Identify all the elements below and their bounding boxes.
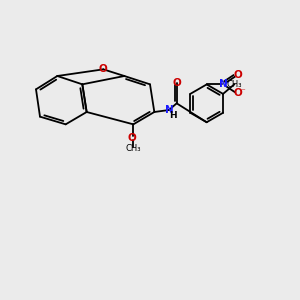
Text: +: + <box>224 80 229 86</box>
Text: ⁻: ⁻ <box>240 87 245 96</box>
Text: O: O <box>233 88 242 98</box>
Text: O: O <box>172 78 181 88</box>
Text: N: N <box>165 105 173 115</box>
Text: CH₃: CH₃ <box>227 80 242 89</box>
Text: CH₃: CH₃ <box>126 144 141 153</box>
Text: O: O <box>233 70 242 80</box>
Text: H: H <box>169 111 176 120</box>
Text: O: O <box>128 133 136 143</box>
Text: O: O <box>99 64 108 74</box>
Text: N: N <box>219 80 227 89</box>
